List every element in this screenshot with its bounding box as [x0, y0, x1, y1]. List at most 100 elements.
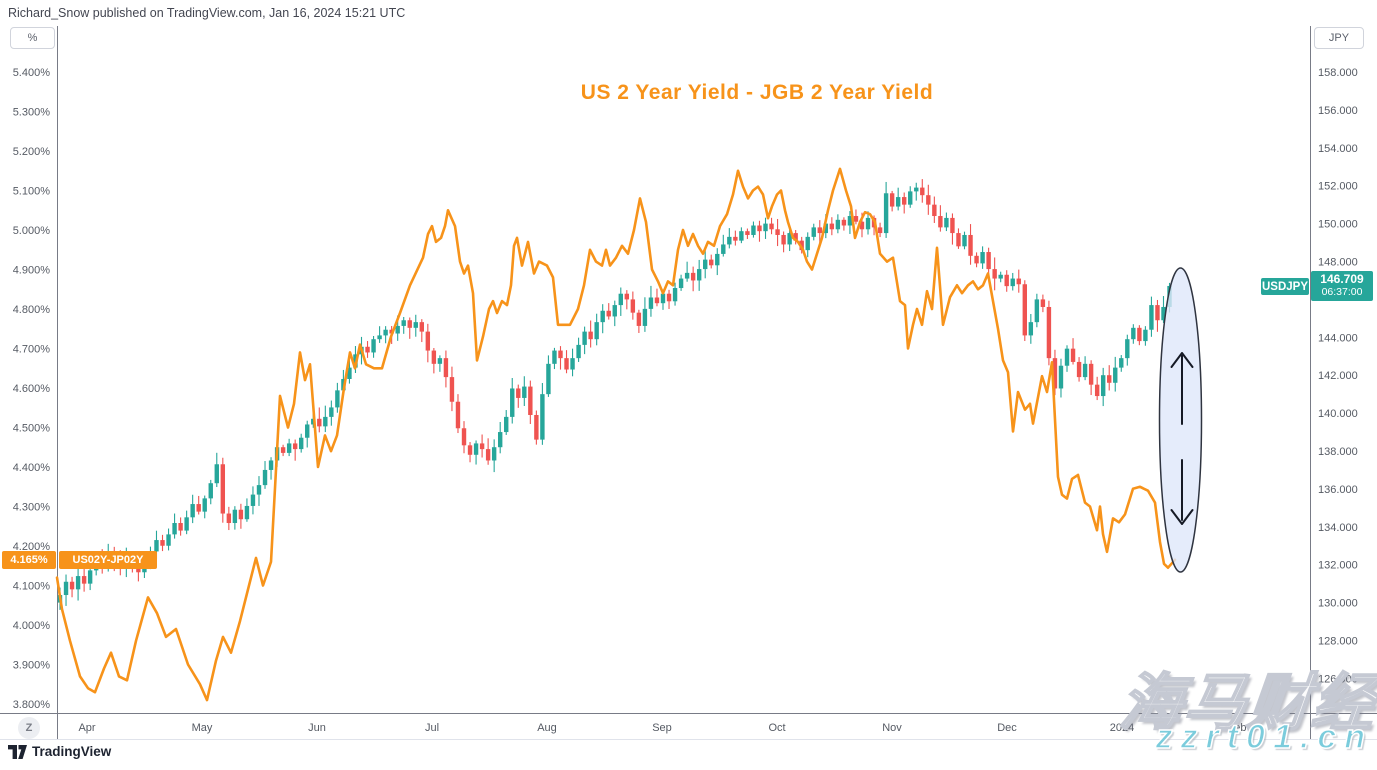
candle-body	[329, 407, 334, 417]
candle-body	[1094, 384, 1100, 397]
candle-body	[696, 269, 702, 281]
time-axis-label: Jul	[425, 722, 439, 734]
left-axis-tick: 4.800%	[13, 304, 51, 316]
candle-body	[570, 358, 575, 370]
candle-body	[497, 432, 503, 448]
candle-body	[323, 416, 328, 427]
candle-body	[721, 244, 726, 254]
left-axis-tick: 5.300%	[13, 107, 51, 119]
candle-body	[317, 418, 322, 427]
left-axis-tick: 5.400%	[13, 67, 51, 79]
candle-body	[196, 504, 201, 512]
candle-body	[914, 187, 919, 192]
candle-body	[347, 367, 352, 379]
candle-body	[727, 236, 732, 245]
candle-body	[751, 225, 756, 235]
candle-body	[564, 358, 569, 370]
tradingview-attribution[interactable]: TradingView	[8, 744, 111, 759]
candle-body	[1125, 339, 1130, 359]
left-axis-tick: 4.100%	[13, 581, 51, 593]
candle-body	[280, 447, 286, 453]
candle-body	[1016, 278, 1021, 285]
right-axis-tick: 138.000	[1318, 446, 1358, 458]
chart-title: US 2 Year Yield - JGB 2 Year Yield	[580, 81, 934, 104]
left-axis-tick: 4.600%	[13, 383, 51, 395]
candle-body	[612, 305, 617, 317]
candle-body	[226, 513, 232, 524]
up-arrow-icon	[1170, 352, 1194, 425]
candle-body	[654, 297, 660, 304]
annotation-ellipse-group[interactable]	[1158, 267, 1203, 573]
candle-body	[1082, 363, 1088, 378]
right-axis-tick: 148.000	[1318, 257, 1358, 269]
left-axis-tick: 5.200%	[13, 146, 51, 158]
right-axis-tick: 134.000	[1318, 522, 1358, 534]
candle-body	[208, 483, 213, 499]
candle-body	[1064, 348, 1070, 366]
candle-body	[829, 223, 835, 230]
annotation-ellipse	[1158, 267, 1203, 573]
candle-body	[202, 498, 207, 512]
candle-body	[407, 320, 412, 328]
right-axis-tick: 152.000	[1318, 181, 1358, 193]
candle-body	[1088, 363, 1094, 385]
right-axis-tick: 126.000	[1318, 673, 1358, 685]
candle-body	[811, 227, 816, 237]
candle-body	[1155, 305, 1160, 321]
right-axis-tick: 136.000	[1318, 484, 1358, 496]
time-axis-label: Jun	[308, 722, 326, 734]
candle-body	[672, 288, 678, 302]
right-axis-tick: 132.000	[1318, 560, 1358, 572]
candle-body	[510, 388, 515, 417]
candle-body	[926, 195, 931, 205]
candle-body	[908, 191, 913, 205]
left-axis-tick: 4.900%	[13, 265, 51, 277]
candle-body	[841, 219, 847, 226]
candle-body	[624, 293, 630, 300]
candle-body	[437, 358, 443, 364]
candle-body	[847, 216, 853, 226]
time-axis-label: May	[192, 722, 213, 734]
tradingview-logo-icon	[8, 744, 27, 759]
candle-body	[1022, 284, 1027, 336]
left-axis-tick: 5.100%	[13, 186, 51, 198]
candle-body	[1040, 299, 1046, 307]
right-axis-tick: 142.000	[1318, 370, 1358, 382]
candle-body	[401, 320, 406, 326]
candle-body	[491, 447, 497, 461]
candle-body	[232, 509, 238, 524]
candle-body	[268, 460, 274, 470]
candle-body	[443, 358, 449, 378]
attribution-text: Richard_Snow published on TradingView.co…	[8, 6, 406, 20]
candle-body	[1119, 358, 1124, 368]
left-axis-tick: 4.200%	[13, 541, 51, 553]
candle-body	[823, 223, 829, 234]
candle-body	[817, 227, 822, 234]
left-axis-tick: 4.300%	[13, 502, 51, 514]
right-axis-tick: 154.000	[1318, 143, 1358, 155]
candle-body	[540, 394, 545, 440]
left-axis-unit-button[interactable]: %	[10, 27, 55, 49]
candle-body	[1107, 375, 1112, 383]
right-axis-tick: 158.000	[1318, 67, 1358, 79]
candle-body	[920, 187, 925, 196]
candle-body	[775, 229, 780, 235]
candle-body	[1076, 361, 1082, 378]
time-axis-label: Aug	[537, 722, 557, 734]
spread-axis-value-badge: 4.165%	[2, 551, 56, 569]
right-axis-unit-button[interactable]: JPY	[1314, 27, 1364, 49]
candle-body	[1058, 365, 1064, 389]
candle-body	[1137, 327, 1142, 342]
candle-body	[516, 388, 521, 398]
candle-body	[286, 443, 292, 453]
candle-body	[1161, 306, 1166, 321]
timezone-button[interactable]: Z	[18, 717, 40, 739]
right-axis-tick: 128.000	[1318, 636, 1358, 648]
candle-body	[660, 293, 666, 304]
candle-body	[733, 236, 738, 241]
time-axis-label: Oct	[768, 722, 785, 734]
candle-body	[1070, 348, 1076, 362]
candle-body	[1131, 327, 1136, 340]
candle-body	[63, 581, 69, 596]
